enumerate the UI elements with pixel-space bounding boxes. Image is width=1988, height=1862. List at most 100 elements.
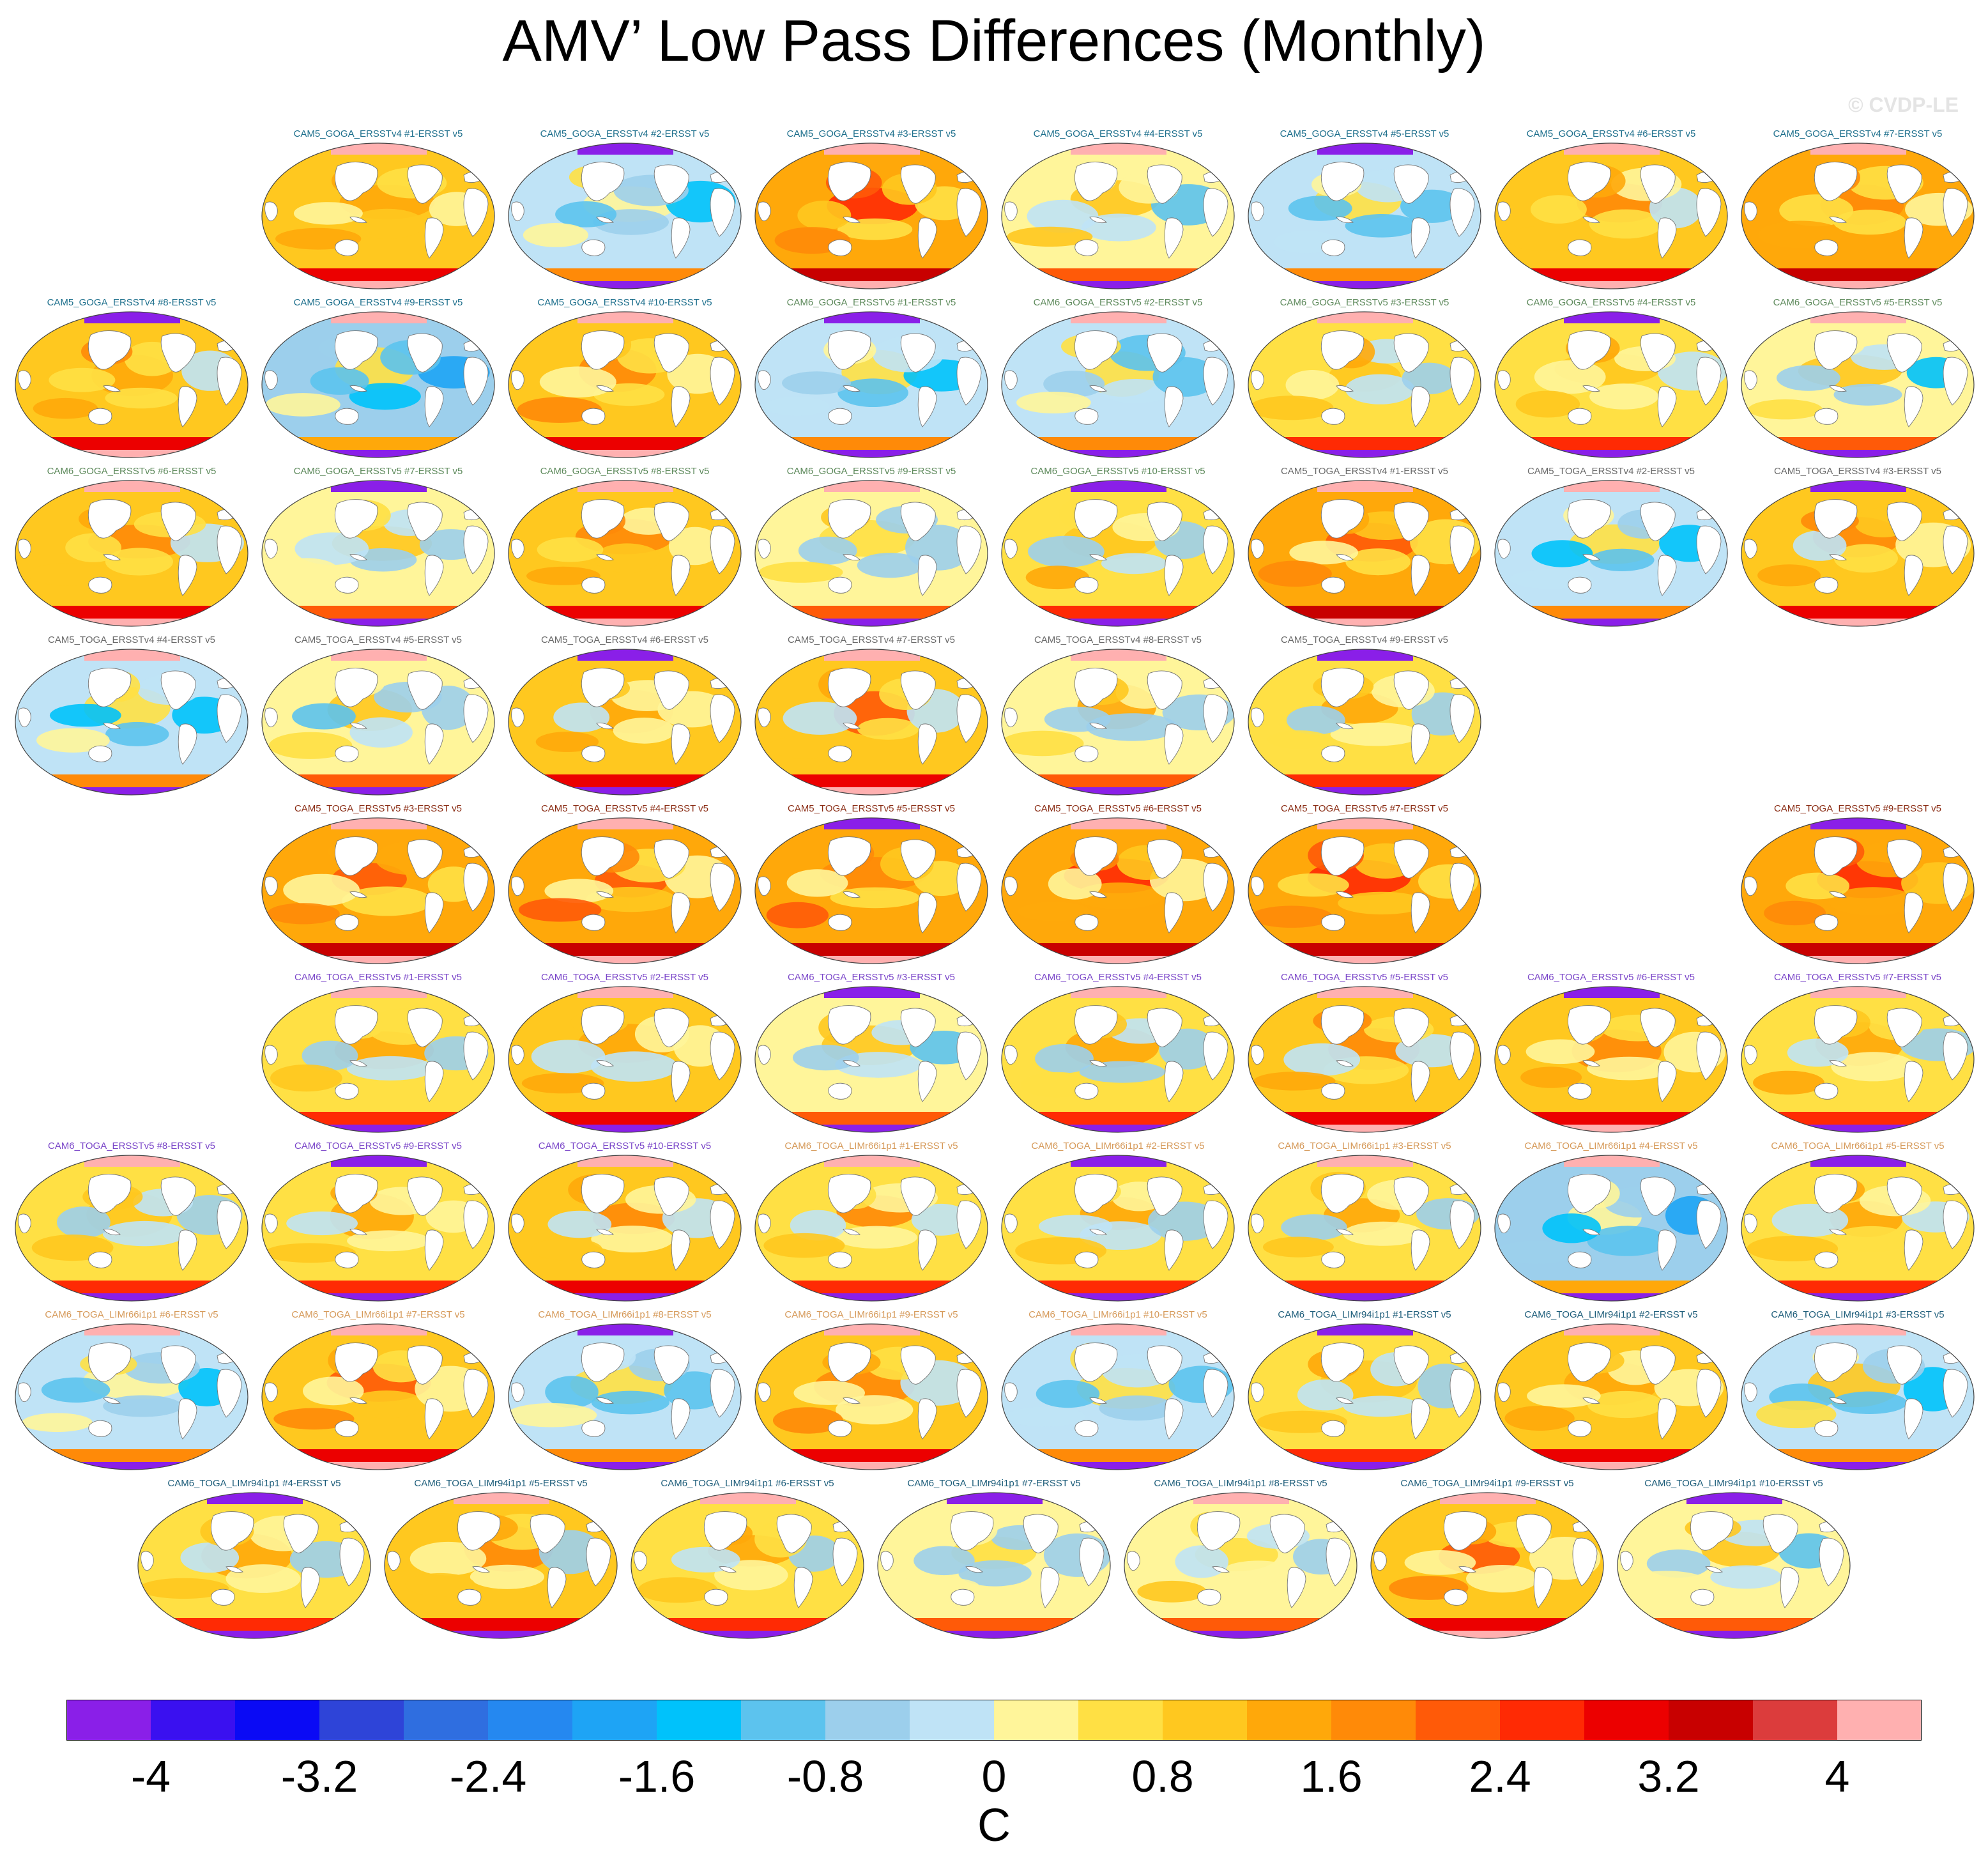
land-mass: [463, 1369, 489, 1418]
land-mass: [956, 1183, 979, 1196]
land-mass: [1164, 723, 1184, 765]
land-mass: [88, 1420, 112, 1437]
map-field: [1002, 143, 1234, 289]
land-mass: [1943, 1031, 1968, 1081]
land-mass: [1074, 408, 1099, 425]
land-mass: [828, 745, 852, 762]
map-panel-title: CAM6_GOGA_ERSSTv5 #6-ERSST v5: [47, 466, 217, 477]
map-43: [261, 1155, 495, 1302]
anomaly-region: [958, 1560, 1032, 1587]
land-mass: [1203, 1015, 1226, 1027]
map-outline: [1741, 311, 1975, 458]
land-mass: [103, 723, 121, 730]
land-mass: [1336, 723, 1354, 730]
map-outline: [261, 817, 495, 964]
land-mass: [1829, 1397, 1847, 1404]
land-mass: [1164, 555, 1184, 596]
anomaly-region: [758, 562, 843, 583]
colorbar-tick-label: -3.2: [280, 1751, 358, 1801]
map-panel-title: CAM6_TOGA_ERSSTv5 #1-ERSST v5: [294, 972, 463, 983]
land-mass: [1886, 839, 1922, 879]
colorbar-swatch-1: [151, 1700, 236, 1741]
land-mass: [758, 1382, 771, 1403]
land-mass: [88, 1343, 132, 1382]
land-mass: [160, 333, 196, 373]
anomaly-region: [1007, 226, 1093, 247]
map-panel-title: CAM6_TOGA_LIMr94i1p1 #10-ERSST v5: [1644, 1478, 1823, 1489]
land-mass: [1568, 1343, 1611, 1382]
colorbar-tick-label: 0: [981, 1751, 1007, 1801]
land-mass: [1886, 333, 1922, 373]
land-mass: [1904, 217, 1923, 259]
land-mass: [335, 1343, 378, 1382]
land-mass: [900, 333, 936, 373]
map-panel: CAM5_GOGA_ERSSTv4 #6-ERSST v5: [1490, 128, 1732, 294]
land-mass: [1089, 1229, 1107, 1236]
land-mass: [1074, 239, 1099, 256]
land-mass: [1197, 1589, 1221, 1606]
map-field: [1741, 1324, 1974, 1470]
map-panel-title: CAM5_TOGA_ERSSTv4 #4-ERSST v5: [47, 635, 216, 645]
map-25: [508, 649, 742, 796]
map-panel: CAM5_GOGA_ERSSTv4 #3-ERSST v5: [750, 128, 993, 294]
map-61: [877, 1492, 1111, 1639]
map-outline: [1494, 311, 1728, 458]
map-panel: CAM5_TOGA_ERSSTv4 #8-ERSST v5: [997, 634, 1239, 800]
land-mass: [828, 1420, 852, 1437]
map-31: [754, 817, 988, 964]
anomaly-region: [267, 903, 340, 925]
land-mass: [654, 839, 689, 879]
map-panel-title: CAM6_GOGA_ERSSTv5 #1-ERSST v5: [786, 297, 956, 308]
land-mass: [103, 554, 121, 561]
land-mass: [463, 1031, 489, 1081]
land-mass: [1814, 1174, 1858, 1213]
land-mass: [1904, 1061, 1923, 1102]
land-mass: [956, 1352, 979, 1364]
map-panel: CAM6_TOGA_LIMr94i1p1 #1-ERSST v5: [1243, 1309, 1486, 1475]
map-panel-title: CAM6_TOGA_LIMr94i1p1 #3-ERSST v5: [1771, 1309, 1945, 1320]
anomaly-region: [768, 735, 841, 758]
land-mass: [264, 370, 278, 390]
map-outline: [508, 817, 742, 964]
land-mass: [581, 1343, 625, 1382]
map-outline: [1741, 480, 1975, 627]
map-17: [508, 480, 742, 627]
map-panel: CAM6_TOGA_LIMr66i1p1 #4-ERSST v5: [1490, 1140, 1732, 1306]
map-panel-title: CAM5_GOGA_ERSSTv4 #10-ERSST v5: [537, 297, 712, 308]
land-mass: [1449, 509, 1472, 521]
anomaly-region: [349, 208, 425, 239]
anomaly-region: [1587, 1390, 1663, 1419]
land-mass: [956, 340, 979, 352]
land-mass: [1251, 876, 1264, 896]
arctic-band: [1071, 1324, 1166, 1335]
anomaly-region: [765, 396, 830, 416]
land-mass: [530, 1514, 565, 1553]
land-mass: [1582, 1397, 1600, 1404]
land-mass: [1886, 164, 1922, 204]
anomaly-region: [911, 1203, 971, 1236]
land-mass: [1696, 188, 1722, 237]
anomaly-region: [341, 886, 433, 916]
land-mass: [1336, 385, 1354, 392]
arctic-band: [331, 481, 427, 492]
anomaly-region: [1466, 1565, 1538, 1593]
anomaly-region: [1748, 399, 1823, 420]
land-mass: [1568, 408, 1592, 425]
map-outline: [1001, 1323, 1235, 1470]
land-mass: [1089, 554, 1107, 561]
land-mass: [956, 357, 982, 406]
map-panel-title: CAM5_TOGA_ERSSTv5 #3-ERSST v5: [294, 803, 463, 814]
colorbar-swatch-4: [404, 1700, 489, 1741]
land-mass: [671, 217, 691, 259]
map-field: [1495, 987, 1727, 1132]
land-mass: [1640, 1345, 1676, 1385]
land-mass: [217, 1369, 242, 1418]
map-outline: [1248, 480, 1481, 627]
map-panel-title: CAM6_GOGA_ERSSTv5 #5-ERSST v5: [1773, 297, 1943, 308]
map-panel: CAM6_TOGA_LIMr94i1p1 #9-ERSST v5: [1366, 1477, 1609, 1643]
map-panel-title: CAM6_TOGA_LIMr94i1p1 #6-ERSST v5: [661, 1478, 834, 1489]
land-mass: [1074, 1420, 1099, 1437]
land-mass: [1829, 1229, 1847, 1236]
land-mass: [581, 745, 606, 762]
land-mass: [1004, 1213, 1018, 1234]
